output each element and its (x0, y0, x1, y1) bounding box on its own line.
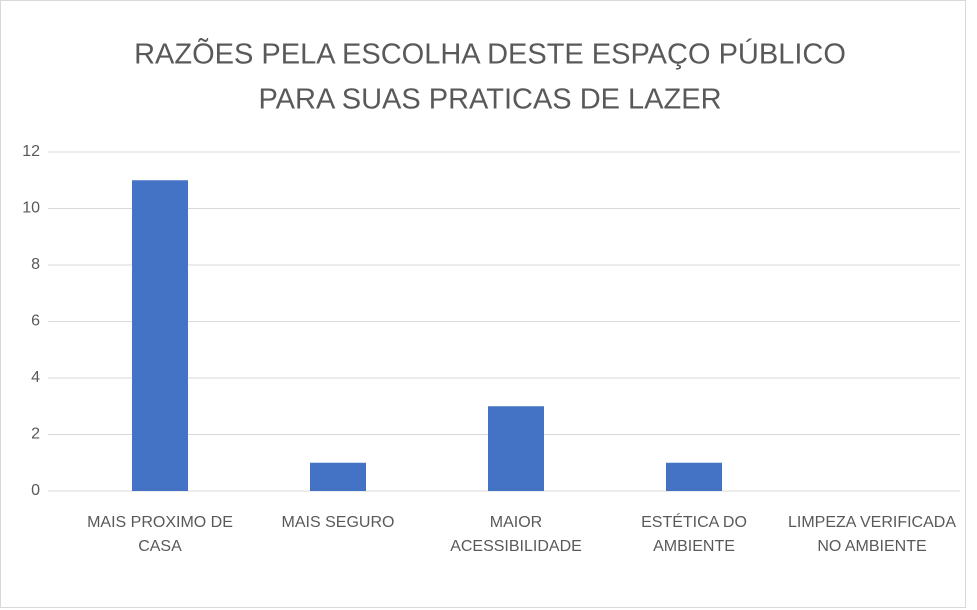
y-tick-label: 2 (31, 426, 40, 443)
chart-title: PARA SUAS PRATICAS DE LAZER (258, 84, 721, 116)
y-tick-label: 4 (31, 369, 40, 386)
y-tick-label: 8 (31, 256, 40, 273)
y-tick-label: 12 (22, 143, 40, 160)
bar (666, 462, 722, 491)
y-tick-label: 6 (31, 313, 40, 330)
chart-title: RAZÕES PELA ESCOLHA DESTE ESPAÇO PÚBLICO (134, 37, 846, 71)
bar (310, 462, 366, 491)
x-tick-label: MAIS SEGURO (281, 514, 395, 531)
x-tick-label: LIMPEZA VERIFICADA NO AMBIENTE (787, 514, 957, 555)
y-tick-label: 0 (31, 482, 40, 499)
bar (132, 180, 188, 491)
x-tick-label: MAIS PROXIMO DE CASA (87, 514, 233, 555)
y-tick-label: 10 (22, 200, 40, 217)
bar (488, 406, 544, 491)
x-tick-label: MAIOR ACESSIBILIDADE (450, 514, 582, 555)
x-tick-label: ESTÉTICA DO AMBIENTE (641, 514, 747, 555)
